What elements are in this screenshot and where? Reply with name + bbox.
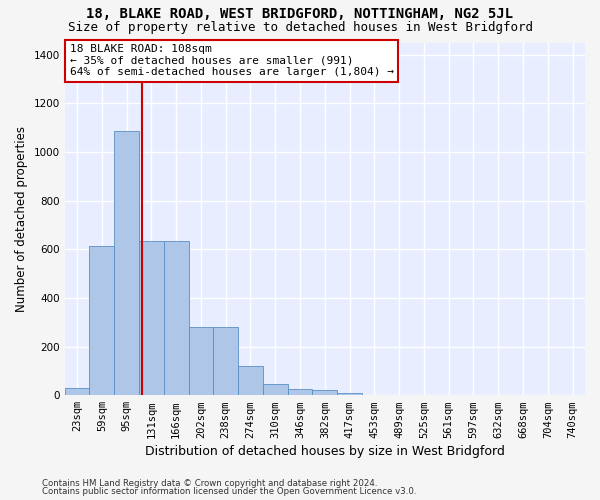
Bar xyxy=(287,389,313,395)
Bar xyxy=(313,390,337,395)
Bar xyxy=(114,132,139,395)
Bar xyxy=(238,366,263,395)
Text: 18, BLAKE ROAD, WEST BRIDGFORD, NOTTINGHAM, NG2 5JL: 18, BLAKE ROAD, WEST BRIDGFORD, NOTTINGH… xyxy=(86,8,514,22)
Text: Size of property relative to detached houses in West Bridgford: Size of property relative to detached ho… xyxy=(67,21,533,34)
Text: Contains HM Land Registry data © Crown copyright and database right 2024.: Contains HM Land Registry data © Crown c… xyxy=(42,478,377,488)
Text: Contains public sector information licensed under the Open Government Licence v3: Contains public sector information licen… xyxy=(42,487,416,496)
Bar xyxy=(188,327,214,395)
Bar xyxy=(139,240,164,395)
Bar xyxy=(337,393,362,395)
Bar xyxy=(214,327,238,395)
X-axis label: Distribution of detached houses by size in West Bridgford: Distribution of detached houses by size … xyxy=(145,444,505,458)
Bar xyxy=(65,388,89,395)
Y-axis label: Number of detached properties: Number of detached properties xyxy=(15,126,28,312)
Text: 18 BLAKE ROAD: 108sqm
← 35% of detached houses are smaller (991)
64% of semi-det: 18 BLAKE ROAD: 108sqm ← 35% of detached … xyxy=(70,44,394,78)
Bar xyxy=(263,384,287,395)
Bar xyxy=(164,240,188,395)
Bar xyxy=(89,246,114,395)
